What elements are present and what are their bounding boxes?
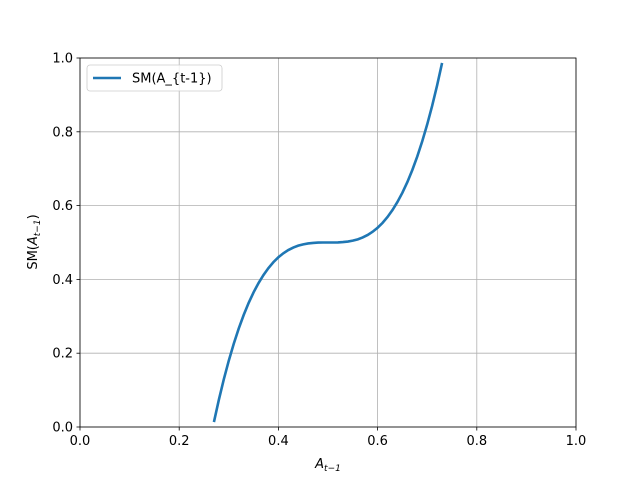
legend-label: SM(A_{t-1}) xyxy=(132,72,212,87)
y-label-sub: t−1 xyxy=(33,219,43,236)
y-tick-label: 0.6 xyxy=(52,199,73,214)
y-tick-label: 1.0 xyxy=(52,52,73,67)
y-label-part: A xyxy=(26,236,41,246)
axes-frame xyxy=(79,57,577,428)
x-tick-label: 0.8 xyxy=(466,434,487,449)
line-series xyxy=(212,62,444,423)
x-tick-label: 0.6 xyxy=(367,434,388,449)
x-tick-label: 0.0 xyxy=(70,434,91,449)
y-label-part: SM( xyxy=(26,245,41,270)
y-label-part: ) xyxy=(26,214,41,219)
x-label-base: A xyxy=(314,457,324,472)
x-tick-label: 1.0 xyxy=(566,434,587,449)
legend-box xyxy=(86,64,223,92)
y-tick-label: 0.4 xyxy=(52,273,73,288)
y-tick-label: 0.8 xyxy=(52,125,73,140)
y-axis-label: SM(At−1) xyxy=(26,214,43,269)
x-tick-label: 0.2 xyxy=(169,434,190,449)
y-tick-label: 0.2 xyxy=(52,347,73,362)
x-label-sub: t−1 xyxy=(324,464,341,474)
x-tick-label: 0.4 xyxy=(268,434,289,449)
x-axis-label: At−1 xyxy=(314,457,341,474)
y-tick-label: 0.0 xyxy=(52,421,73,436)
